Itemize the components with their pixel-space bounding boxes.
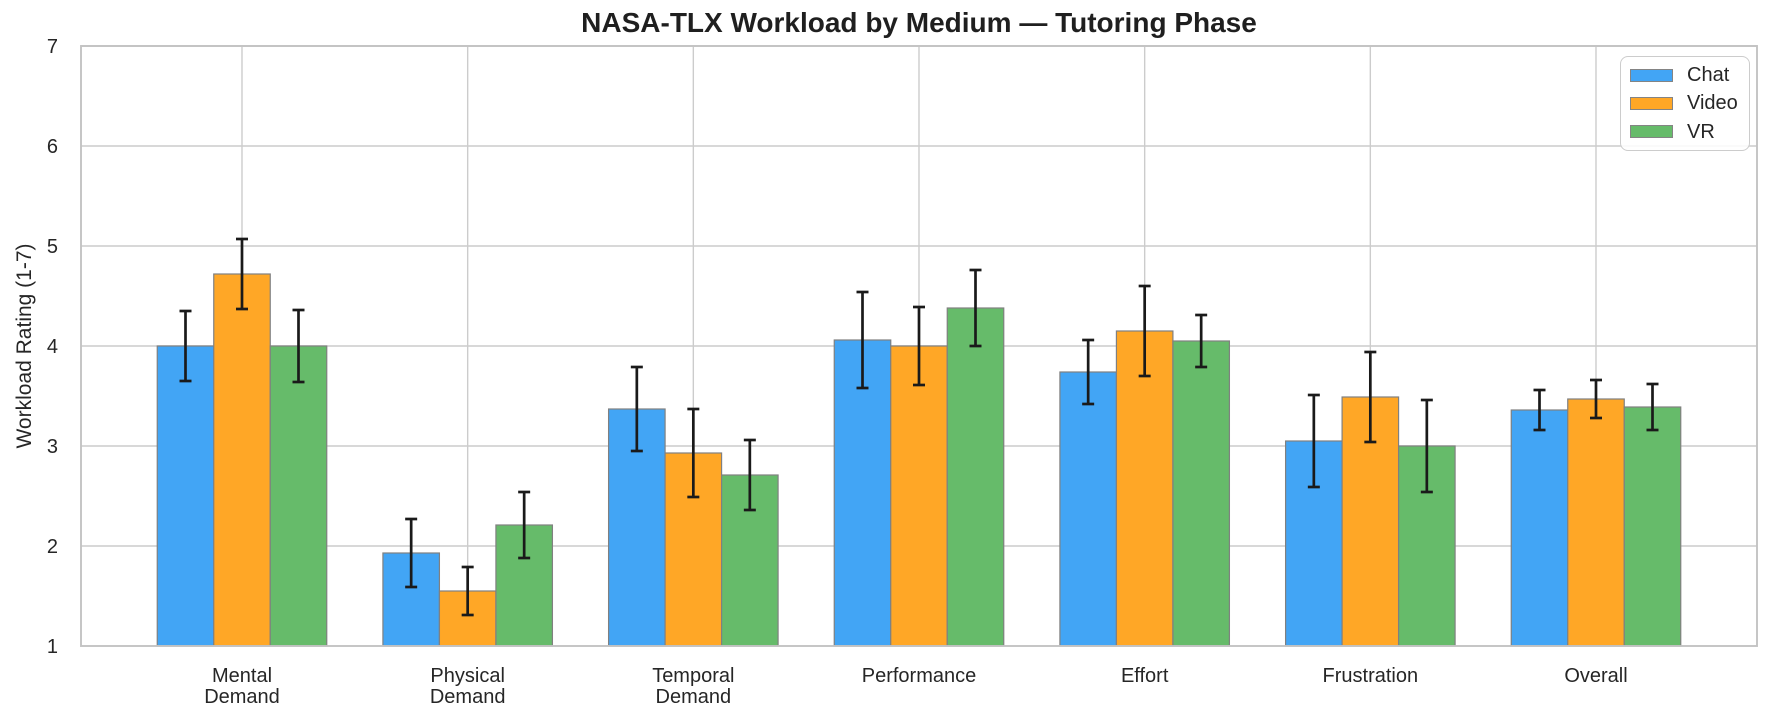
bar-chat [1510,409,1569,647]
y-tick-label: 3 [47,436,58,458]
y-tick-label: 6 [47,136,58,158]
bar-video [890,345,948,647]
bar-vr [269,345,328,647]
x-tick-label: Physical Demand [430,665,506,708]
legend-swatch-chat [1630,68,1673,82]
bar-vr [1172,340,1231,647]
y-tick-label: 5 [47,236,58,258]
y-tick-label: 2 [47,536,58,558]
legend-label: Chat [1687,64,1730,87]
bar-vr [1623,406,1682,647]
x-tick-label: Frustration [1323,665,1419,687]
legend-label: Video [1687,92,1738,115]
bar-chat [156,345,215,647]
y-tick-label: 1 [47,636,58,658]
bar-chat [1059,371,1118,647]
chart-title: NASA-TLX Workload by Medium — Tutoring P… [581,7,1257,38]
legend-label: VR [1687,120,1715,143]
bar-vr [495,524,554,647]
x-tick-label: Effort [1121,665,1169,687]
bar-video [1115,330,1174,647]
bar-video [213,273,271,647]
legend-item-chat: Chat [1630,61,1745,89]
y-tick-label: 4 [47,336,58,358]
y-tick-label: 7 [47,36,58,58]
plot-border [80,45,1758,647]
x-tick-label: Performance [862,665,977,687]
legend-swatch-video [1630,96,1673,110]
x-tick-label: Temporal Demand [652,665,734,708]
legend-item-video: Video [1630,89,1745,117]
bar-video [1567,398,1625,647]
x-tick-label: Mental Demand [204,665,280,708]
legend: Chat Video VR [1620,56,1750,151]
bar-vr [946,307,1005,647]
x-tick-label: Overall [1564,665,1627,687]
legend-item-vr: VR [1630,118,1745,146]
legend-swatch-vr [1630,125,1673,139]
